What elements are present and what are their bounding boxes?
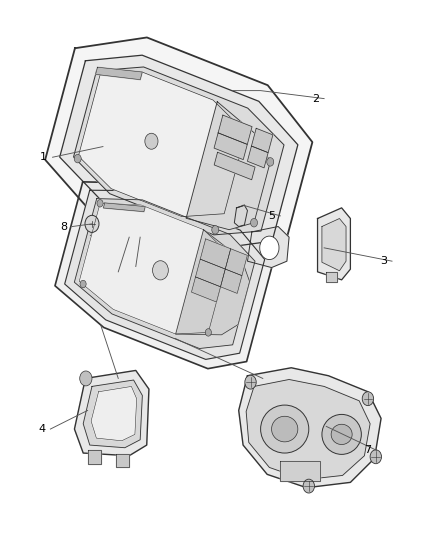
Polygon shape <box>74 67 284 235</box>
Ellipse shape <box>272 416 298 442</box>
Polygon shape <box>45 37 312 268</box>
Circle shape <box>370 450 381 464</box>
Ellipse shape <box>322 415 361 454</box>
Polygon shape <box>225 249 247 276</box>
Ellipse shape <box>261 405 309 453</box>
Polygon shape <box>55 182 274 369</box>
Circle shape <box>205 329 212 336</box>
Circle shape <box>152 261 168 280</box>
Circle shape <box>80 280 86 288</box>
Text: 4: 4 <box>38 424 45 434</box>
Polygon shape <box>239 368 381 488</box>
Polygon shape <box>83 380 142 448</box>
Polygon shape <box>60 55 298 248</box>
Circle shape <box>80 371 92 386</box>
Polygon shape <box>79 203 229 334</box>
Circle shape <box>260 236 279 260</box>
Polygon shape <box>280 461 320 481</box>
Circle shape <box>212 225 219 234</box>
Polygon shape <box>326 272 337 282</box>
Polygon shape <box>246 379 370 480</box>
Polygon shape <box>88 450 101 464</box>
Text: 1: 1 <box>40 152 47 162</box>
Polygon shape <box>91 386 137 441</box>
Circle shape <box>85 215 99 232</box>
Polygon shape <box>74 199 255 349</box>
Circle shape <box>145 133 158 149</box>
Polygon shape <box>65 190 265 359</box>
Ellipse shape <box>331 424 352 445</box>
Polygon shape <box>186 102 270 230</box>
Circle shape <box>251 219 258 227</box>
Polygon shape <box>214 152 255 180</box>
Polygon shape <box>251 128 273 152</box>
Polygon shape <box>218 115 252 144</box>
Polygon shape <box>95 67 142 79</box>
Circle shape <box>97 199 103 207</box>
Polygon shape <box>195 259 225 287</box>
Circle shape <box>362 392 374 406</box>
Polygon shape <box>322 219 346 271</box>
Polygon shape <box>214 133 247 159</box>
Polygon shape <box>191 277 220 302</box>
Circle shape <box>303 479 314 493</box>
Polygon shape <box>200 239 231 269</box>
Polygon shape <box>78 72 246 216</box>
Polygon shape <box>116 454 129 467</box>
Polygon shape <box>74 370 149 456</box>
Text: 5: 5 <box>268 211 275 221</box>
Polygon shape <box>234 205 247 227</box>
Text: 8: 8 <box>60 222 67 231</box>
Text: 3: 3 <box>380 256 387 266</box>
Circle shape <box>267 158 274 166</box>
Polygon shape <box>247 146 268 168</box>
Circle shape <box>245 375 256 389</box>
Polygon shape <box>220 269 242 293</box>
Text: 2: 2 <box>312 94 319 103</box>
Polygon shape <box>176 230 250 335</box>
Polygon shape <box>318 208 350 280</box>
Polygon shape <box>103 203 145 212</box>
Circle shape <box>74 155 81 163</box>
Polygon shape <box>247 227 289 268</box>
Text: 7: 7 <box>364 446 371 455</box>
